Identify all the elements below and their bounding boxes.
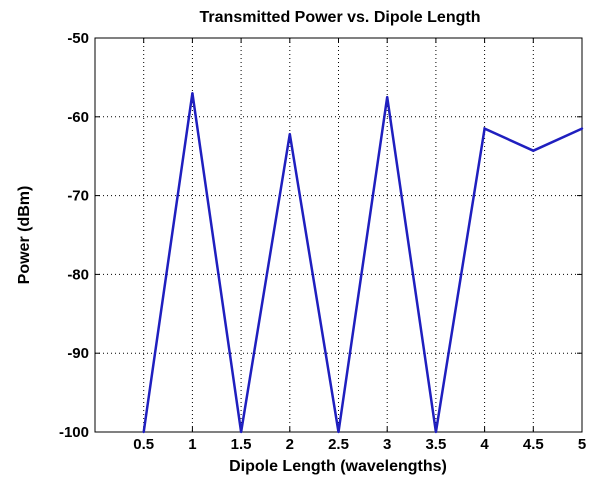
data-point: [142, 430, 145, 434]
y-tick-label: -100: [59, 424, 89, 441]
data-point: [434, 430, 438, 434]
x-tick-label: 1: [188, 436, 196, 453]
x-axis-label: Dipole Length (wavelengths): [229, 458, 447, 475]
x-tick-label: 2: [286, 436, 294, 453]
x-tick-label: 1.5: [231, 436, 252, 453]
data-point: [239, 430, 243, 434]
x-tick-label: 4.5: [523, 436, 544, 453]
y-axis-label: Power (dBm): [16, 186, 33, 285]
chart-title: Transmitted Power vs. Dipole Length: [200, 9, 481, 26]
x-tick-label: 5: [578, 436, 586, 453]
power-series-line: [142, 93, 583, 433]
data-point: [580, 127, 584, 130]
series-layer: [142, 91, 584, 434]
y-tick-label: -70: [67, 188, 89, 205]
data-point: [288, 132, 291, 136]
data-point: [386, 95, 389, 99]
y-tick-label: -50: [67, 30, 89, 47]
x-tick-label: 2.5: [328, 436, 349, 453]
x-tick-label: 4: [480, 436, 489, 453]
x-tick-label: 3.5: [425, 436, 446, 453]
data-point: [483, 127, 486, 130]
axis-ticks: 0.5 1 1.5 2 2.5 3 3.5 4 4.5 5 -50 -60 -70 -80 -90 -100: [59, 30, 586, 453]
y-tick-label: -80: [67, 266, 89, 283]
x-tick-label: 3: [383, 436, 391, 453]
data-point: [532, 149, 535, 152]
data-point: [191, 91, 194, 95]
y-tick-label: -60: [67, 109, 89, 126]
data-point: [337, 430, 340, 434]
y-tick-label: -90: [67, 345, 89, 362]
grid-lines: [95, 38, 582, 432]
x-tick-label: 0.5: [133, 436, 154, 453]
